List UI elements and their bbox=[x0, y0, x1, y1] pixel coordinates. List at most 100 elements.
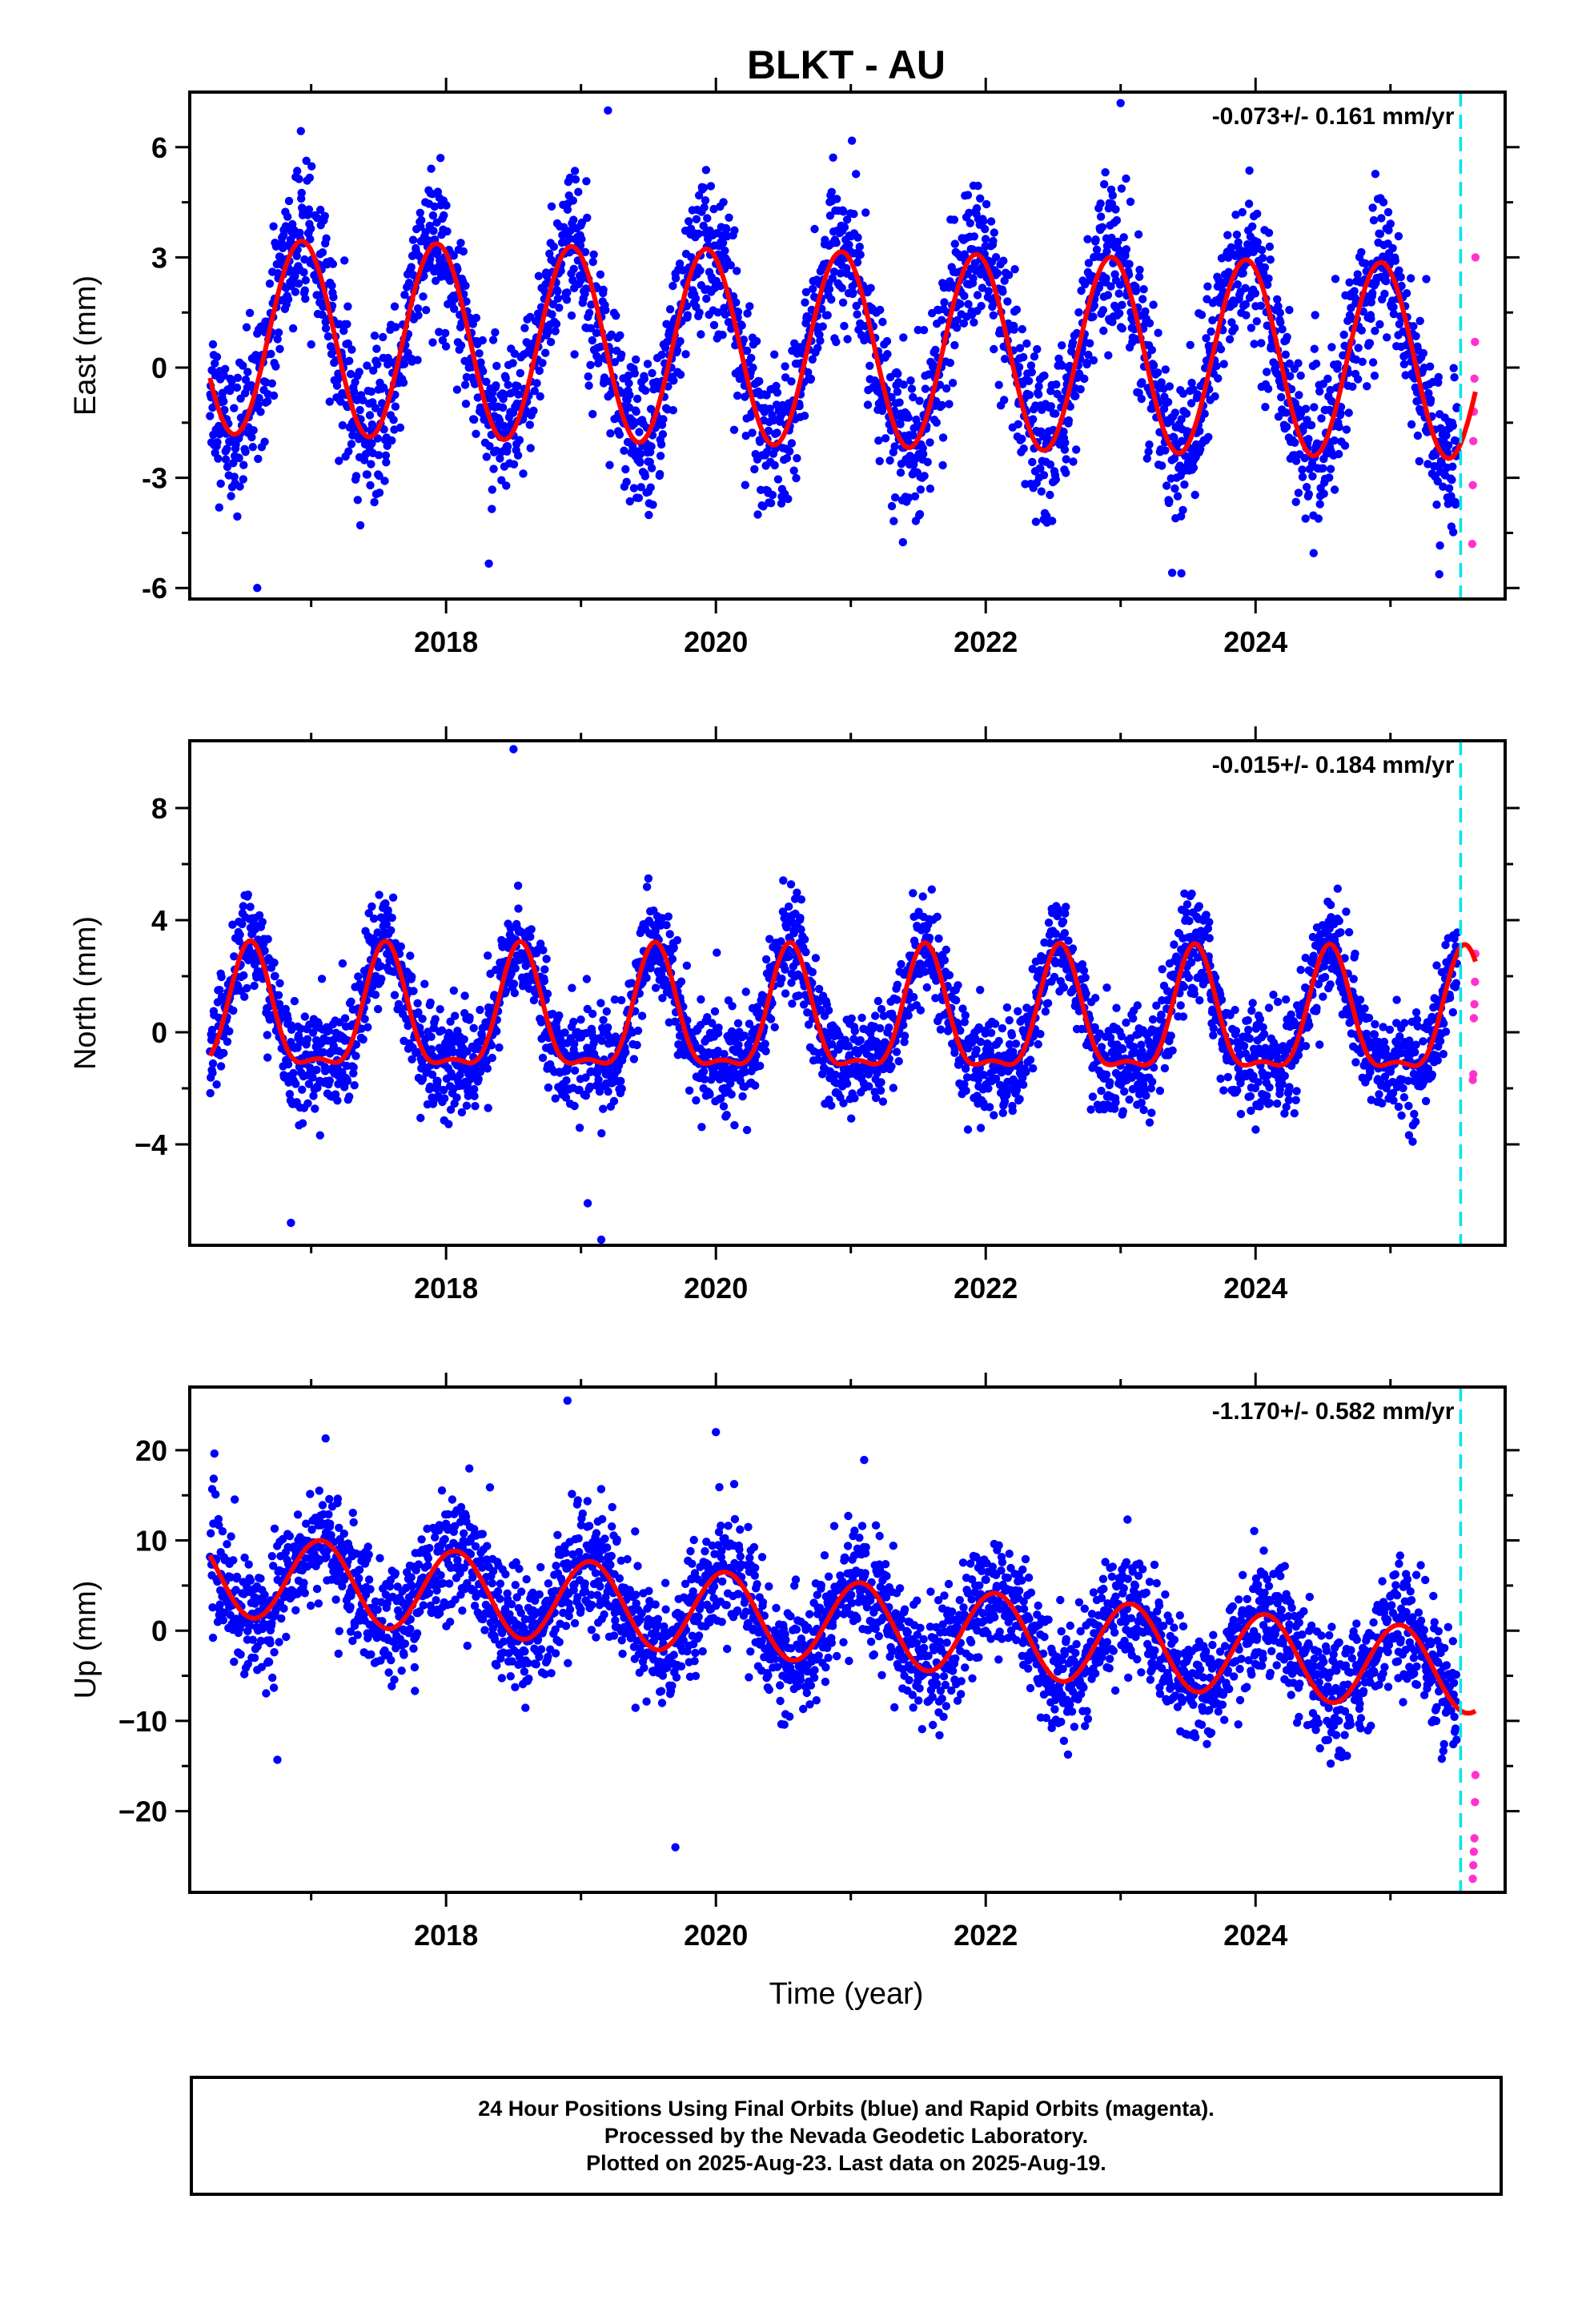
final-point bbox=[692, 215, 701, 223]
final-point bbox=[677, 977, 686, 986]
final-point bbox=[427, 1032, 436, 1041]
final-point bbox=[871, 1011, 880, 1020]
final-point bbox=[1285, 359, 1295, 368]
final-point bbox=[993, 268, 1002, 278]
final-point bbox=[752, 336, 761, 346]
final-point bbox=[1357, 247, 1366, 257]
final-point bbox=[1072, 445, 1081, 454]
final-point bbox=[1331, 275, 1340, 283]
final-point bbox=[219, 371, 228, 380]
final-point bbox=[1102, 274, 1110, 283]
final-point bbox=[1180, 480, 1189, 489]
final-point bbox=[782, 923, 791, 932]
final-point bbox=[307, 224, 315, 233]
final-point bbox=[742, 346, 752, 356]
final-point bbox=[889, 1084, 898, 1092]
final-point bbox=[718, 239, 728, 247]
final-point bbox=[321, 1067, 330, 1076]
final-point bbox=[962, 1064, 970, 1073]
final-point bbox=[373, 928, 382, 937]
final-point bbox=[668, 955, 677, 963]
final-point bbox=[965, 208, 974, 217]
final-point bbox=[1375, 320, 1384, 329]
final-point bbox=[552, 320, 561, 328]
final-point bbox=[825, 211, 835, 220]
final-point bbox=[1145, 440, 1154, 449]
final-point bbox=[617, 995, 626, 1005]
final-point bbox=[296, 1024, 305, 1033]
final-point bbox=[596, 342, 605, 352]
final-point bbox=[942, 945, 951, 955]
final-point bbox=[416, 1113, 425, 1123]
final-point bbox=[900, 1037, 909, 1047]
final-point bbox=[536, 939, 545, 948]
final-point bbox=[363, 361, 371, 370]
final-point bbox=[952, 995, 961, 1005]
final-point bbox=[622, 477, 631, 486]
final-point bbox=[309, 1092, 318, 1100]
final-point bbox=[1069, 457, 1078, 466]
final-point bbox=[1432, 501, 1441, 509]
final-point bbox=[548, 310, 556, 319]
final-point bbox=[1383, 333, 1391, 342]
final-point bbox=[479, 367, 488, 376]
final-point bbox=[730, 226, 739, 235]
final-point bbox=[1335, 449, 1343, 459]
final-point bbox=[1391, 256, 1400, 265]
final-point bbox=[1161, 446, 1170, 455]
final-point bbox=[1295, 391, 1303, 400]
final-point bbox=[960, 1080, 969, 1089]
final-point bbox=[1263, 280, 1272, 289]
final-point bbox=[793, 454, 801, 463]
final-point bbox=[1019, 352, 1028, 362]
final-point bbox=[1426, 362, 1435, 371]
final-point bbox=[245, 308, 255, 317]
final-point bbox=[452, 385, 462, 394]
final-point bbox=[772, 381, 781, 391]
final-point bbox=[647, 442, 656, 451]
final-point bbox=[1051, 475, 1061, 484]
final-point bbox=[1291, 456, 1301, 465]
final-point bbox=[915, 396, 924, 405]
final-point bbox=[1358, 357, 1367, 366]
final-point bbox=[877, 1004, 886, 1014]
final-point bbox=[892, 1047, 901, 1056]
final-point bbox=[657, 350, 666, 360]
final-point bbox=[1367, 314, 1375, 324]
final-point bbox=[1115, 280, 1125, 289]
final-point bbox=[459, 247, 468, 256]
final-point bbox=[1345, 278, 1354, 287]
final-point bbox=[1451, 500, 1460, 509]
final-point bbox=[1002, 1003, 1012, 1012]
final-point bbox=[1388, 243, 1397, 253]
final-point bbox=[553, 287, 562, 296]
final-point bbox=[1014, 363, 1024, 372]
final-point bbox=[1383, 207, 1393, 217]
final-point bbox=[582, 177, 591, 186]
final-point bbox=[367, 387, 376, 396]
final-point bbox=[665, 305, 675, 314]
final-point bbox=[1310, 344, 1319, 353]
final-point bbox=[416, 1023, 424, 1032]
final-point bbox=[230, 952, 239, 961]
final-point bbox=[1125, 259, 1134, 268]
final-point bbox=[400, 291, 409, 300]
final-point bbox=[1162, 481, 1171, 490]
final-point bbox=[502, 481, 511, 490]
final-point bbox=[235, 937, 243, 946]
final-point bbox=[275, 999, 284, 1009]
final-point bbox=[553, 294, 563, 303]
final-point bbox=[788, 999, 797, 1008]
final-point bbox=[375, 489, 384, 497]
final-point bbox=[1365, 339, 1375, 348]
final-point bbox=[777, 499, 786, 508]
final-point bbox=[874, 436, 883, 445]
final-point bbox=[634, 493, 644, 502]
final-point bbox=[577, 235, 586, 243]
final-point bbox=[372, 344, 381, 353]
final-point bbox=[1186, 399, 1196, 408]
final-point bbox=[945, 400, 954, 408]
final-point bbox=[369, 914, 379, 923]
final-point bbox=[1139, 285, 1148, 294]
final-point bbox=[381, 899, 390, 908]
